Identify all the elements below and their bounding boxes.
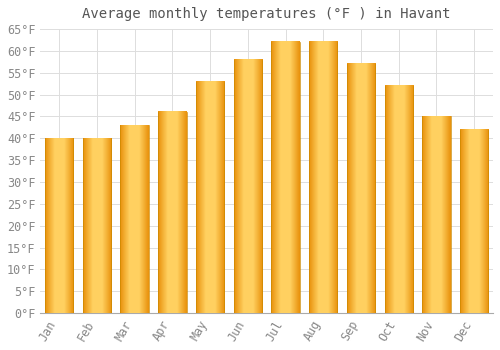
Title: Average monthly temperatures (°F ) in Havant: Average monthly temperatures (°F ) in Ha… xyxy=(82,7,451,21)
